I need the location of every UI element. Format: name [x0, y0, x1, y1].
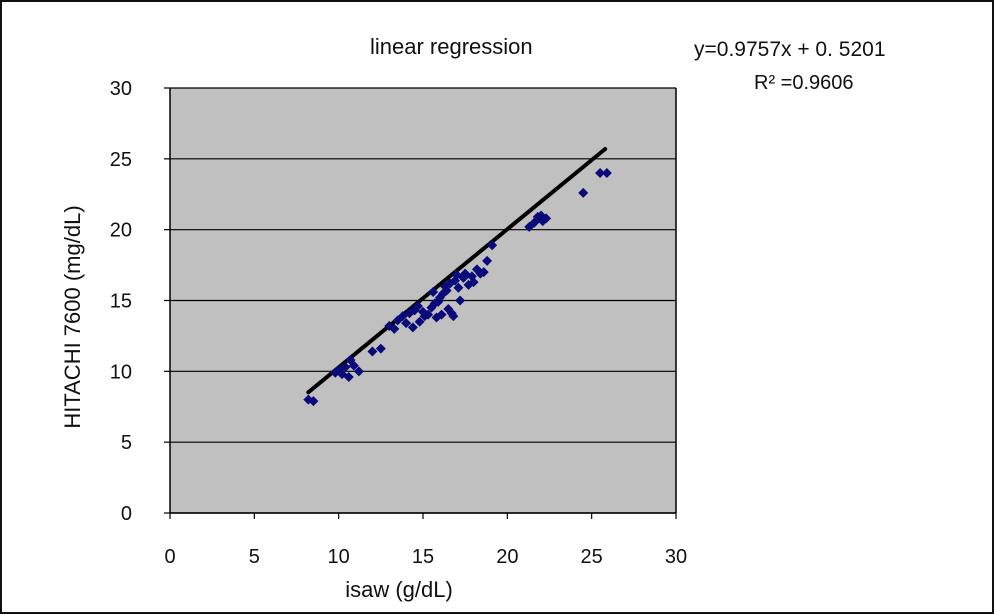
y-tick-label: 5	[121, 432, 132, 454]
x-tick-label: 25	[581, 546, 603, 568]
r-squared-label: R² =0.9606	[754, 72, 854, 94]
y-tick-label: 15	[110, 291, 132, 313]
data-point	[595, 168, 606, 178]
data-point	[375, 343, 386, 354]
data-point	[407, 322, 418, 333]
y-axis-label: HITACHI 7600 (mg/dL)	[60, 205, 85, 428]
data-point	[601, 168, 612, 178]
data-point	[308, 396, 319, 407]
regression-equation: y=0.9757x + 0. 5201	[694, 38, 886, 61]
y-tick-label: 25	[110, 149, 132, 171]
x-tick-label: 30	[665, 546, 687, 568]
data-point	[478, 267, 489, 278]
y-tick-label: 20	[110, 220, 132, 242]
data-point	[367, 346, 378, 357]
data-point	[436, 309, 447, 320]
data-point	[482, 255, 493, 266]
data-point	[343, 372, 354, 382]
chart-title: linear regression	[370, 34, 533, 59]
x-tick-label: 5	[249, 546, 260, 568]
data-point	[441, 285, 452, 296]
x-tick-label: 20	[496, 546, 518, 568]
data-point	[428, 287, 439, 297]
data-point	[468, 277, 479, 288]
data-point	[455, 295, 466, 306]
data-point	[348, 360, 359, 371]
data-point	[453, 282, 464, 293]
data-point	[389, 323, 400, 334]
data-point	[412, 301, 423, 312]
data-point	[448, 311, 459, 322]
x-tick-label: 10	[328, 546, 350, 568]
x-tick-label: 15	[412, 546, 434, 568]
data-point	[414, 316, 425, 327]
data-point	[487, 240, 498, 251]
y-tick-label: 30	[110, 78, 132, 100]
x-axis-label: isaw (g/dL)	[345, 577, 453, 602]
data-point	[541, 213, 552, 224]
data-point	[353, 366, 364, 377]
data-point	[423, 309, 434, 320]
y-tick-label: 10	[110, 361, 132, 383]
data-point	[340, 362, 351, 373]
data-point	[578, 187, 589, 198]
x-tick-label: 0	[164, 546, 175, 568]
y-tick-label: 0	[121, 503, 132, 525]
data-point	[401, 318, 412, 329]
